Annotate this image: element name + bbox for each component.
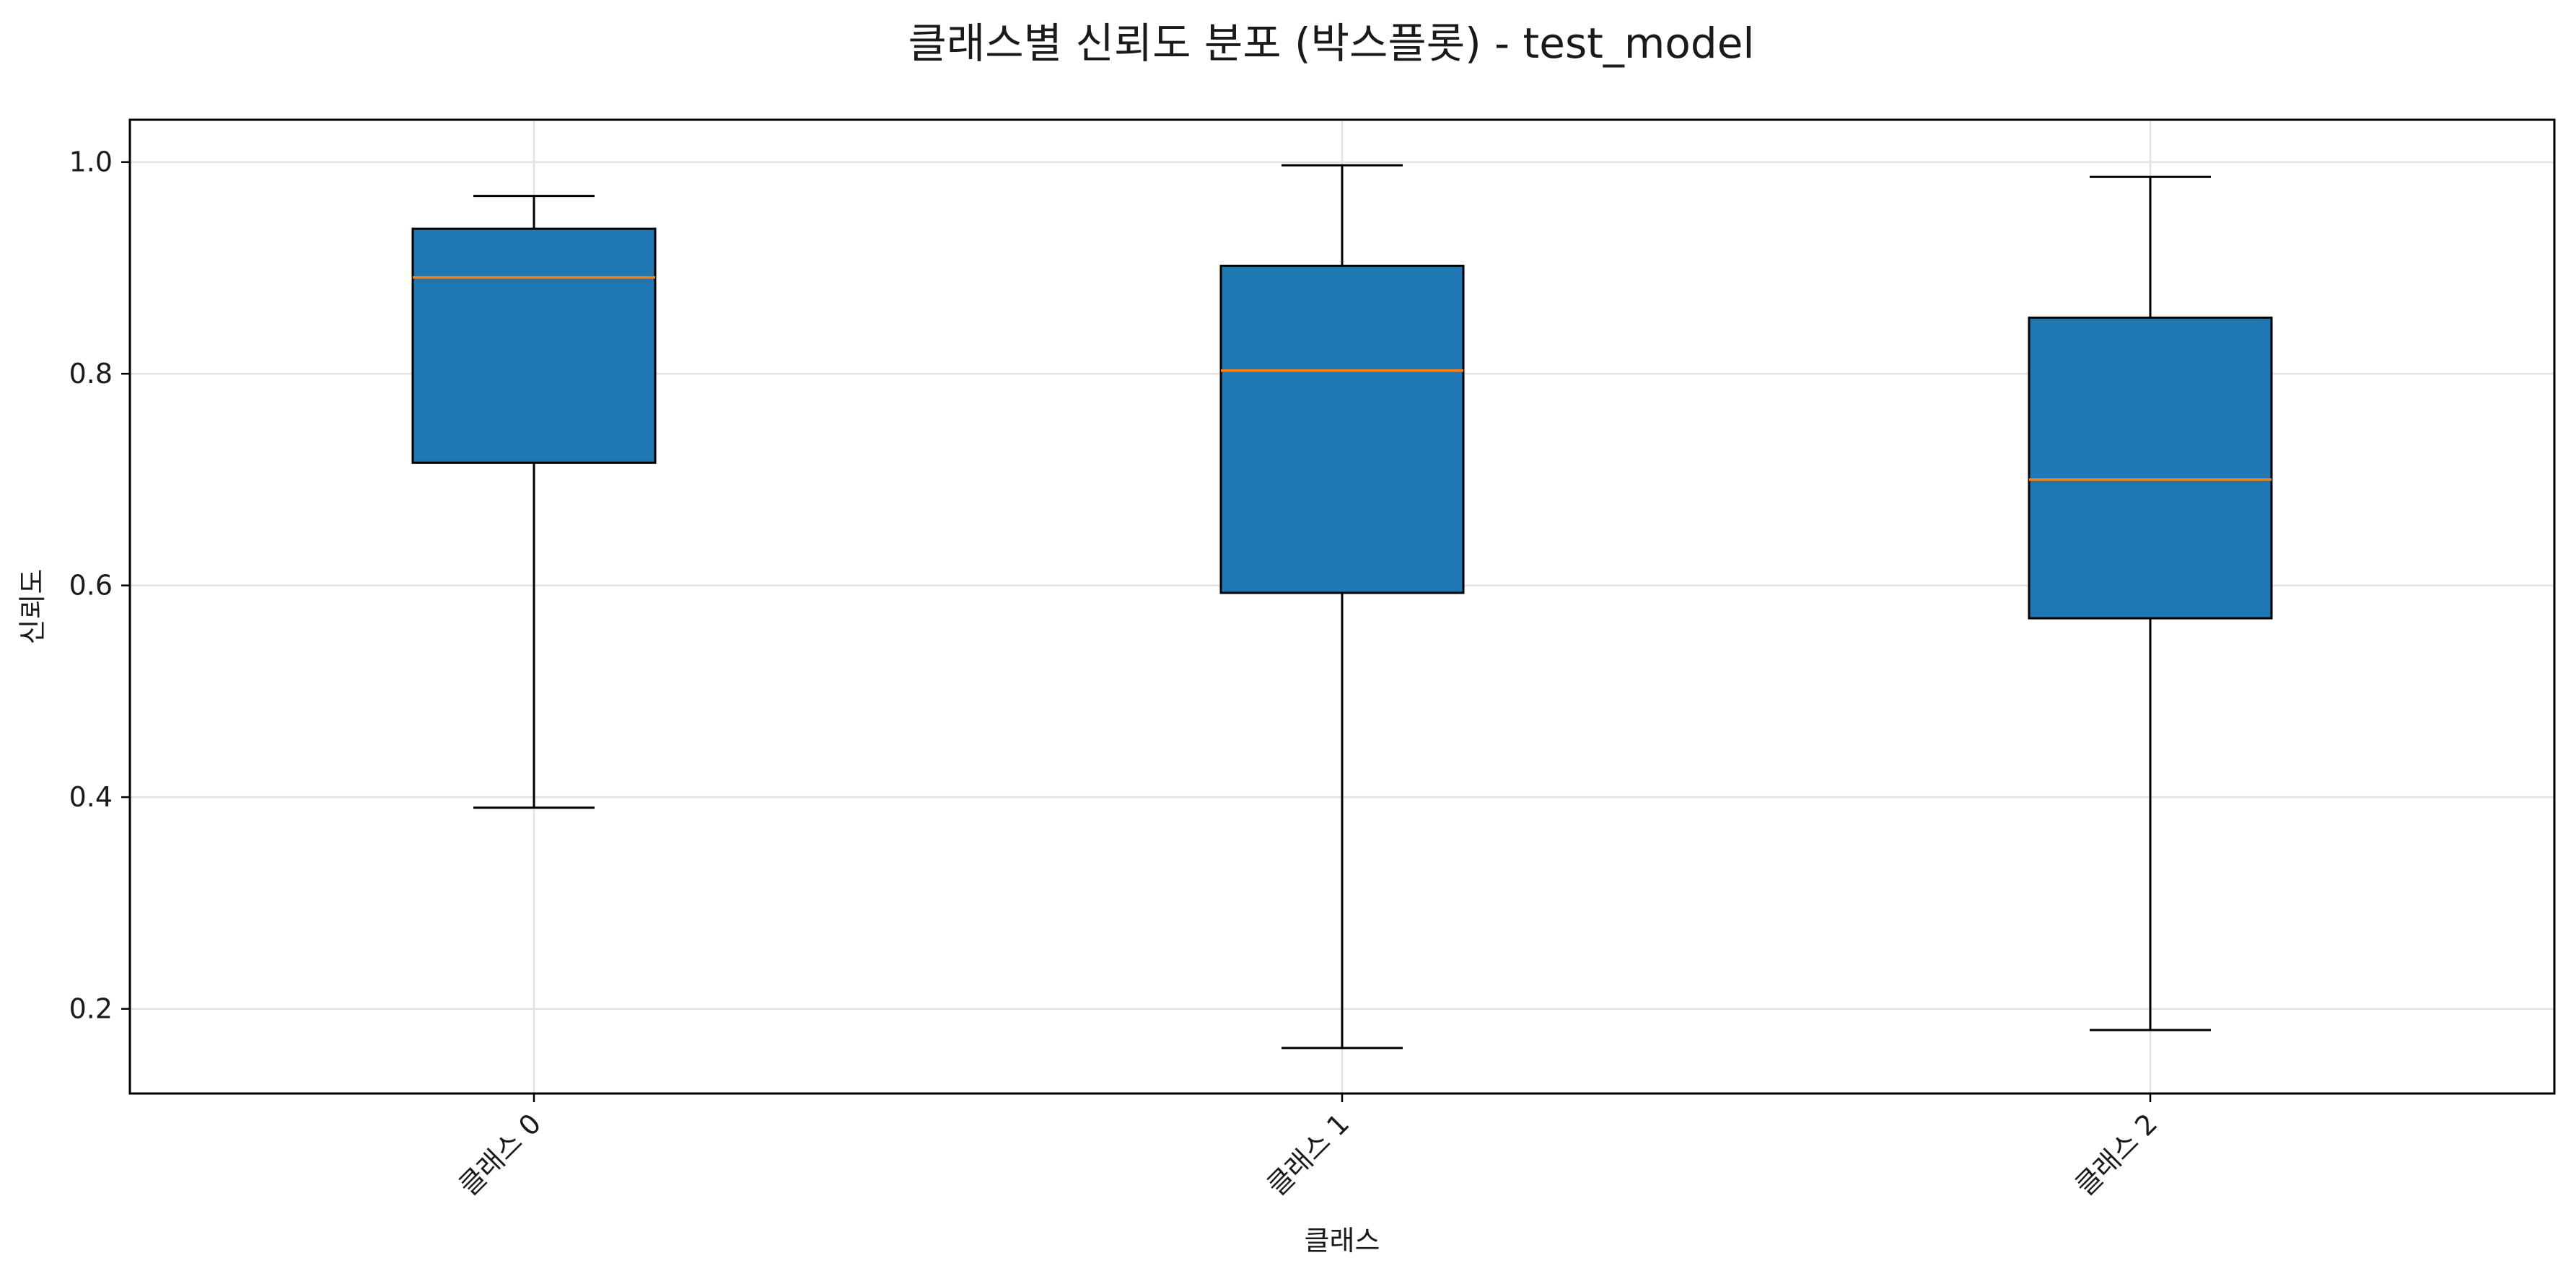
y-tick-label: 0.8 <box>69 358 113 390</box>
box-series <box>411 164 2273 1050</box>
box-group <box>2028 175 2273 1031</box>
y-tick-label: 0.4 <box>69 781 113 813</box>
y-tick-label: 1.0 <box>69 146 113 178</box>
y-axis-label: 신뢰도 <box>17 569 48 645</box>
x-tick-label: 클래스 2 <box>2069 1107 2163 1202</box>
x-axis: 클래스 0 클래스 1 클래스 2 <box>452 1094 2163 1202</box>
box-group <box>1219 164 1465 1050</box>
chart-title: 클래스별 신뢰도 분포 (박스플롯) - test_model <box>908 19 1754 68</box>
x-tick-label: 클래스 1 <box>1261 1107 1355 1202</box>
y-tick-label: 0.2 <box>69 993 113 1025</box>
iqr-box <box>411 227 657 464</box>
y-tick-label: 0.6 <box>69 570 113 602</box>
x-axis-label: 클래스 <box>1305 1225 1380 1257</box>
iqr-box <box>2028 316 2273 620</box>
y-axis: 0.2 0.4 0.6 0.8 1.0 <box>69 146 130 1025</box>
box-group <box>411 195 657 809</box>
x-tick-label: 클래스 0 <box>452 1107 547 1202</box>
iqr-box <box>1219 265 1465 594</box>
